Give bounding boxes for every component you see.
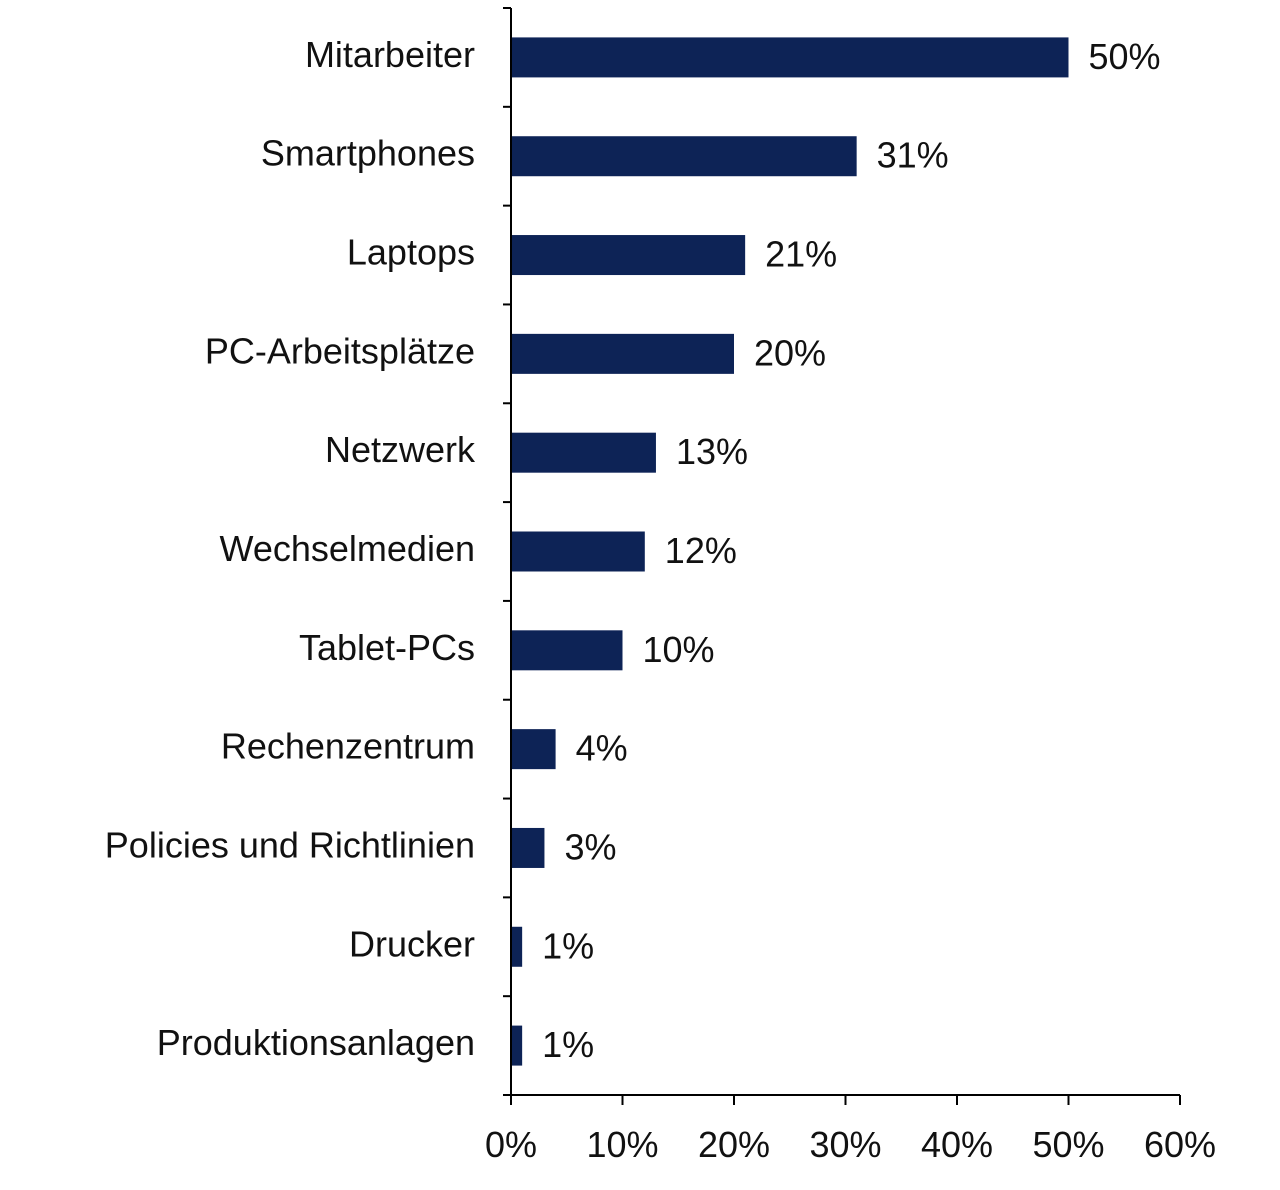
category-label: Laptops <box>347 232 475 273</box>
category-label: Produktionsanlagen <box>157 1022 475 1063</box>
data-label: 3% <box>564 826 616 867</box>
bar-1 <box>511 136 857 177</box>
x-tick-label: 30% <box>809 1124 881 1165</box>
x-tick-label: 0% <box>485 1124 537 1165</box>
data-label: 1% <box>542 1024 594 1065</box>
bar-7 <box>511 729 556 770</box>
data-label: 50% <box>1089 36 1161 77</box>
bars-layer <box>511 37 1069 1066</box>
category-label: Wechselmedien <box>220 528 475 569</box>
bar-3 <box>511 333 734 374</box>
data-label: 21% <box>765 234 837 275</box>
x-tick-label: 50% <box>1032 1124 1104 1165</box>
x-tick-label: 10% <box>586 1124 658 1165</box>
axes-layer: 0% 10% 20% 30% 40% 50% 60% <box>485 7 1216 1165</box>
bar-8 <box>511 827 545 868</box>
category-label: Policies und Richtlinien <box>105 824 475 865</box>
bar-9 <box>511 926 523 967</box>
data-label: 20% <box>754 332 826 373</box>
bar-10 <box>511 1025 523 1066</box>
x-tick-label: 40% <box>921 1124 993 1165</box>
data-label: 13% <box>676 431 748 472</box>
bar-5 <box>511 531 645 572</box>
category-label: Rechenzentrum <box>221 726 475 767</box>
data-label: 12% <box>665 530 737 571</box>
data-labels-layer: 50% 31% 21% 20% 13% 12% 10% 4% 3% 1% 1% <box>542 36 1160 1065</box>
category-label: Netzwerk <box>325 429 476 470</box>
category-labels-layer: Mitarbeiter Smartphones Laptops PC-Arbeitsp… <box>105 34 476 1063</box>
category-label: Drucker <box>349 923 475 964</box>
bar-2 <box>511 235 746 276</box>
data-label: 10% <box>643 629 715 670</box>
bar-6 <box>511 630 623 671</box>
data-label: 4% <box>576 728 628 769</box>
bar-4 <box>511 432 656 473</box>
category-label: Tablet-PCs <box>299 627 475 668</box>
category-label: Smartphones <box>261 133 475 174</box>
x-tick-label: 20% <box>698 1124 770 1165</box>
data-label: 1% <box>542 925 594 966</box>
category-label: PC-Arbeitsplätze <box>205 330 475 371</box>
x-tick-label: 60% <box>1144 1124 1216 1165</box>
data-label: 31% <box>877 135 949 176</box>
bar-0 <box>511 37 1069 78</box>
category-label: Mitarbeiter <box>305 34 475 75</box>
